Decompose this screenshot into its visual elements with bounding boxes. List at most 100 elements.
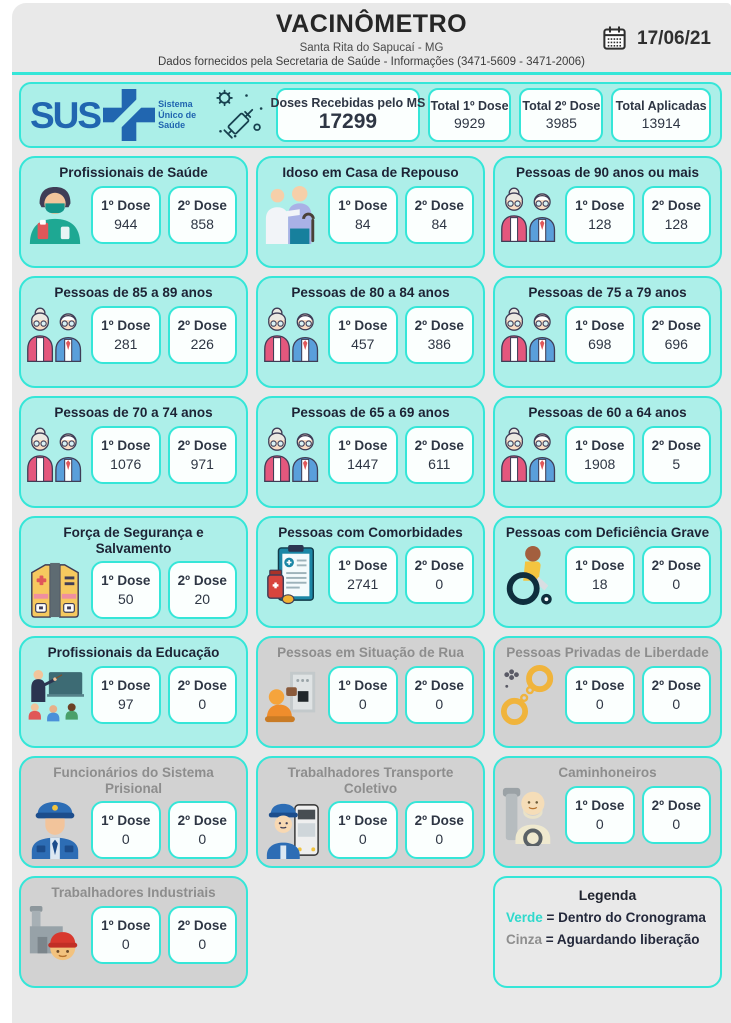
total-applied-box: Total Aplicadas 13914	[611, 88, 711, 142]
dose1-value: 2741	[347, 575, 379, 592]
category-body: 1º Dose 2741 2º Dose 0	[258, 541, 483, 606]
dose2-label: 2º Dose	[414, 813, 464, 829]
category-body: 1º Dose 281 2º Dose 226	[21, 301, 246, 366]
dose1-box: 1º Dose 50	[91, 561, 161, 620]
category-card: Idoso em Casa de Repouso 1º Dose 84 2º D…	[256, 156, 485, 268]
safety-vest-icon	[26, 559, 84, 621]
total-label: Total 2º Dose	[522, 99, 601, 113]
category-title: Pessoas com Comorbidades	[278, 525, 463, 540]
legend-title: Legenda	[578, 887, 637, 903]
dose2-label: 2º Dose	[177, 677, 227, 693]
dose1-value: 0	[595, 695, 604, 712]
category-card: Pessoas de 65 a 69 anos 1º Dose 1447 2º …	[256, 396, 485, 508]
dose2-value: 0	[672, 695, 681, 712]
dose2-value: 0	[672, 575, 681, 592]
category-title: Pessoas de 75 a 79 anos	[528, 285, 687, 300]
dose2-value: 0	[198, 831, 207, 848]
dose1-box: 1º Dose 0	[328, 665, 398, 724]
dose1-value: 1908	[584, 455, 616, 472]
dose1-value: 84	[354, 215, 371, 232]
dose2-value: 5	[672, 455, 681, 472]
total-dose2-box: Total 2º Dose 3985	[519, 88, 604, 142]
legend-key-green: Verde	[506, 910, 543, 925]
category-body: 1º Dose 0 2º Dose 0	[258, 796, 483, 861]
dose2-box: 2º Dose 0	[167, 905, 237, 964]
category-title: Pessoas Privadas de Liberdade	[506, 645, 709, 660]
total-label: Total Aplicadas	[615, 99, 707, 113]
dose2-box: 2º Dose 84	[404, 185, 474, 244]
dose1-box: 1º Dose 944	[91, 185, 161, 244]
dose1-box: 1º Dose 457	[328, 305, 398, 364]
dose1-box: 1º Dose 0	[565, 785, 635, 844]
dose1-label: 1º Dose	[338, 317, 388, 333]
total-value: 17299	[318, 110, 378, 133]
category-body: 1º Dose 50 2º Dose 20	[21, 556, 246, 621]
category-title: Profissionais de Saúde	[59, 165, 208, 180]
dose1-box: 1º Dose 128	[565, 185, 635, 244]
dose2-value: 0	[672, 815, 681, 832]
category-body: 1º Dose 0 2º Dose 0	[495, 781, 720, 846]
category-title: Pessoas de 80 a 84 anos	[291, 285, 450, 300]
dose2-box: 2º Dose 128	[641, 185, 711, 244]
elderly-couple-icon	[500, 304, 558, 366]
header-info: Dados fornecidos pela Secretaria de Saúd…	[157, 56, 586, 68]
dose2-label: 2º Dose	[177, 437, 227, 453]
legend-card: Legenda Verde = Dentro do Cronograma Cin…	[493, 876, 722, 988]
elderly-couple-icon	[500, 184, 558, 246]
category-card: Profissionais de Saúde 1º Dose 944 2º Do…	[19, 156, 248, 268]
category-title: Pessoas de 70 a 74 anos	[54, 405, 213, 420]
dose2-label: 2º Dose	[414, 317, 464, 333]
category-card: Pessoas com Deficiência Grave 1º Dose 18…	[493, 516, 722, 628]
medical-record-icon	[263, 544, 321, 606]
dose2-value: 611	[428, 455, 451, 472]
dose1-label: 1º Dose	[575, 437, 625, 453]
dose1-label: 1º Dose	[338, 557, 388, 573]
legend-key-gray: Cinza	[506, 932, 543, 947]
legend-item: Cinza = Aguardando liberação	[506, 932, 709, 947]
category-card: Trabalhadores Transporte Coletivo 1º Dos…	[256, 756, 485, 868]
handcuffs-icon	[500, 664, 558, 726]
dose1-label: 1º Dose	[101, 677, 151, 693]
homeless-icon	[263, 664, 321, 726]
category-card: Caminhoneiros 1º Dose 0 2º Dose 0	[493, 756, 722, 868]
total-doses-received-box: Doses Recebidas pelo MS 17299	[270, 88, 425, 142]
category-card: Pessoas Privadas de Liberdade 1º Dose 0 …	[493, 636, 722, 748]
truck-driver-icon	[500, 784, 558, 846]
sus-logo-text: SUS	[30, 94, 102, 136]
dose1-box: 1º Dose 0	[328, 801, 398, 860]
dose2-label: 2º Dose	[651, 797, 701, 813]
category-card: Profissionais da Educação 1º Dose 97 2º …	[19, 636, 248, 748]
dose1-label: 1º Dose	[575, 677, 625, 693]
dose1-value: 50	[117, 591, 134, 608]
legend-text: = Aguardando liberação	[545, 932, 700, 947]
date-value: 17/06/21	[637, 27, 711, 49]
dose2-box: 2º Dose 386	[404, 305, 474, 364]
dose2-value: 84	[431, 215, 448, 232]
dose2-value: 0	[435, 575, 444, 592]
elderly-couple-icon	[263, 304, 321, 366]
dose2-label: 2º Dose	[651, 197, 701, 213]
dose2-label: 2º Dose	[177, 917, 227, 933]
grid-spacer	[256, 876, 485, 988]
dose2-box: 2º Dose 611	[404, 425, 474, 484]
dose2-value: 128	[664, 215, 688, 232]
dose2-label: 2º Dose	[177, 317, 227, 333]
dose2-label: 2º Dose	[651, 677, 701, 693]
category-title: Pessoas de 85 a 89 anos	[54, 285, 213, 300]
teacher-icon	[26, 664, 84, 726]
dose1-label: 1º Dose	[338, 197, 388, 213]
dose1-label: 1º Dose	[338, 677, 388, 693]
category-body: 1º Dose 944 2º Dose 858	[21, 181, 246, 246]
category-card: Pessoas de 60 a 64 anos 1º Dose 1908 2º …	[493, 396, 722, 508]
dose1-label: 1º Dose	[101, 813, 151, 829]
total-label: Doses Recebidas pelo MS	[270, 96, 426, 110]
dose1-box: 1º Dose 0	[91, 905, 161, 964]
dose2-label: 2º Dose	[414, 437, 464, 453]
category-card: Pessoas de 75 a 79 anos 1º Dose 698 2º D…	[493, 276, 722, 388]
dose2-value: 858	[190, 215, 214, 232]
category-card: Pessoas de 90 anos ou mais 1º Dose 128 2…	[493, 156, 722, 268]
category-body: 1º Dose 0 2º Dose 0	[21, 901, 246, 966]
nurse-icon	[26, 184, 84, 246]
elderly-couple-icon	[263, 424, 321, 486]
dose1-value: 944	[114, 215, 138, 232]
